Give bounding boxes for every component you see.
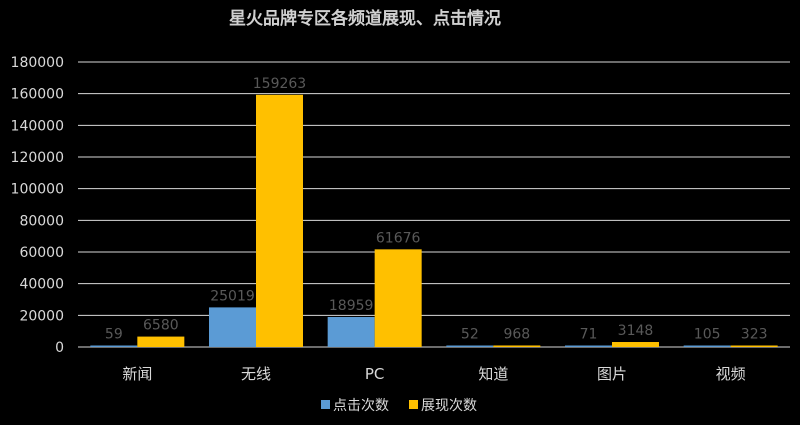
x-tick-label: 视频	[716, 365, 746, 383]
data-label: 3148	[618, 323, 654, 339]
data-label: 323	[741, 327, 768, 343]
x-axis-labels: 新闻 无线 PC 知道 图片 视频	[122, 365, 745, 383]
y-tick-label: 120000	[11, 150, 64, 166]
x-tick-label: 图片	[597, 365, 627, 383]
y-axis-ticks: 0 20000 40000 60000 80000 100000 120000 140000 1…	[11, 55, 64, 356]
x-tick-label: PC	[365, 365, 385, 383]
y-tick-label: 100000	[11, 182, 64, 198]
bar-clicks	[209, 307, 256, 347]
data-label: 59	[105, 327, 123, 343]
y-tick-label: 160000	[11, 87, 64, 103]
data-label: 968	[503, 326, 530, 342]
y-tick-label: 20000	[19, 308, 64, 324]
y-tick-label: 60000	[19, 245, 64, 261]
data-labels: 59 6580 25019 159263 18959 61676 52 968 71 3148 10…	[105, 76, 768, 343]
legend-swatch	[321, 400, 330, 409]
data-label: 6580	[143, 318, 179, 334]
y-tick-label: 80000	[19, 213, 64, 229]
data-label: 71	[580, 327, 598, 343]
y-tick-label: 180000	[11, 55, 64, 71]
bars	[90, 94, 778, 347]
y-tick-label: 40000	[19, 277, 64, 293]
legend: 点击次数 展现次数	[321, 398, 477, 414]
data-label: 25019	[210, 288, 255, 304]
bar-clicks	[683, 345, 731, 347]
y-tick-label: 140000	[11, 118, 64, 134]
bar-clicks	[90, 345, 138, 347]
x-tick-label: 无线	[241, 365, 271, 383]
data-label: 105	[694, 327, 721, 343]
x-tick-label: 新闻	[122, 365, 152, 383]
bar-impressions	[374, 249, 422, 347]
legend-label: 展现次数	[421, 398, 477, 414]
data-label: 18959	[329, 298, 374, 314]
y-tick-label: 0	[55, 340, 64, 356]
legend-label: 点击次数	[333, 398, 389, 414]
bar-impressions	[730, 345, 778, 347]
bar-clicks	[565, 345, 612, 347]
legend-swatch	[409, 400, 418, 409]
x-tick-label: 知道	[478, 365, 508, 383]
data-label: 52	[461, 327, 479, 343]
bar-clicks	[446, 345, 494, 347]
bar-impressions	[493, 345, 541, 347]
data-label: 61676	[376, 230, 421, 246]
bar-impressions	[612, 342, 659, 347]
data-label: 159263	[253, 76, 306, 92]
gridlines	[78, 61, 790, 348]
bar-clicks	[327, 316, 375, 347]
bar-impressions	[256, 94, 303, 347]
bar-impressions	[137, 336, 185, 347]
chart-title: 星火品牌专区各频道展现、点击情况	[229, 8, 501, 29]
